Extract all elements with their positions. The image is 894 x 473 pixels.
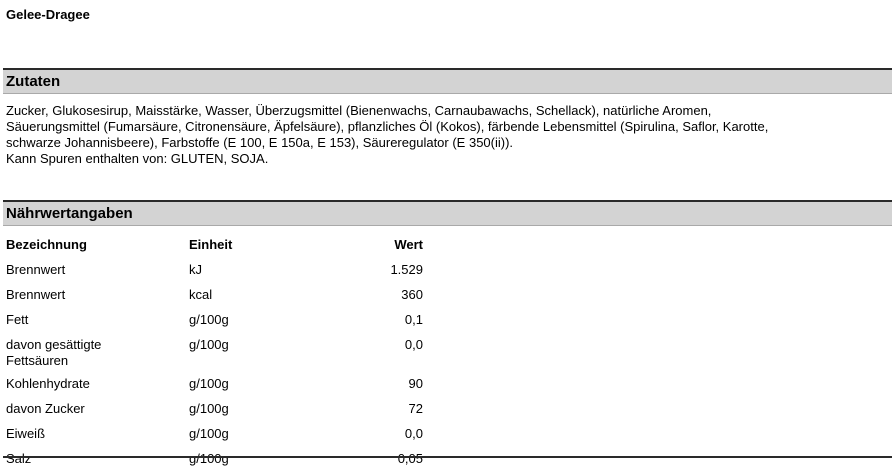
nutrient-unit: g/100g: [189, 401, 229, 416]
table-row: Brennwert kJ 1.529: [3, 259, 423, 284]
table-row: Eiweiß g/100g 0,0: [3, 423, 423, 448]
nutrient-name: Eiweiß: [6, 426, 46, 441]
nutrient-value: 0,0: [404, 426, 423, 441]
nutrient-unit: g/100g: [189, 337, 229, 352]
column-header-name: Bezeichnung: [6, 237, 87, 252]
nutrient-value: 90: [408, 376, 423, 391]
nutrient-name: davon Zucker: [6, 401, 85, 416]
nutrient-name: Salz: [6, 451, 32, 466]
nutrient-unit: g/100g: [189, 376, 229, 391]
ingredients-line: Säuerungsmittel (Fumarsäure, Citronensäu…: [6, 119, 769, 134]
nutrient-name-line: Fettsäuren: [6, 353, 69, 368]
nutrition-table-header-row: Bezeichnung Einheit Wert: [3, 233, 423, 259]
ingredients-header-label: Zutaten: [6, 73, 61, 90]
table-row: Kohlenhydrate g/100g 90: [3, 373, 423, 398]
table-row: Brennwert kcal 360: [3, 284, 423, 309]
nutrition-table: Bezeichnung Einheit Wert Brennwert kJ 1.…: [3, 233, 423, 473]
table-row: davon gesättigte Fettsäuren g/100g 0,0: [3, 334, 423, 373]
table-row: Fett g/100g 0,1: [3, 309, 423, 334]
allergen-note: Kann Spuren enthalten von: GLUTEN, SOJA.: [6, 151, 269, 166]
table-row: Salz g/100g 0,05: [3, 448, 423, 473]
ingredients-line: Zucker, Glukosesirup, Maisstärke, Wasser…: [6, 103, 712, 118]
nutrient-unit: g/100g: [189, 451, 229, 466]
nutrient-name: Brennwert: [6, 287, 66, 302]
nutrient-name: Kohlenhydrate: [6, 376, 90, 391]
nutrient-unit: kJ: [189, 262, 202, 277]
nutrient-unit: kcal: [189, 287, 213, 302]
nutrient-name-line: davon gesättigte: [6, 337, 102, 352]
product-title: Gelee-Dragee: [6, 7, 90, 22]
nutrient-value: 0,1: [404, 312, 423, 327]
nutrient-value: 360: [401, 287, 423, 302]
nutrient-value: 1.529: [390, 262, 423, 277]
nutrient-name: davon gesättigte Fettsäuren: [3, 334, 189, 373]
nutrient-name: Brennwert: [6, 262, 66, 277]
nutrient-unit: g/100g: [189, 312, 229, 327]
nutrition-header-label: Nährwertangaben: [6, 205, 133, 222]
bottom-divider: [3, 456, 892, 458]
table-row: davon Zucker g/100g 72: [3, 398, 423, 423]
nutrient-unit: g/100g: [189, 426, 229, 441]
nutrient-value: 72: [408, 401, 423, 416]
ingredients-section-header: Zutaten: [3, 68, 892, 94]
ingredients-line: schwarze Johannisbeere), Farbstoffe (E 1…: [6, 135, 514, 150]
nutrient-name: Fett: [6, 312, 29, 327]
column-header-value: Wert: [394, 237, 423, 252]
nutrition-section-header: Nährwertangaben: [3, 200, 892, 226]
column-header-unit: Einheit: [189, 237, 233, 252]
nutrient-value: 0,05: [397, 451, 423, 466]
nutrient-value: 0,0: [404, 337, 423, 352]
ingredients-text: Zucker, Glukosesirup, Maisstärke, Wasser…: [6, 103, 890, 167]
